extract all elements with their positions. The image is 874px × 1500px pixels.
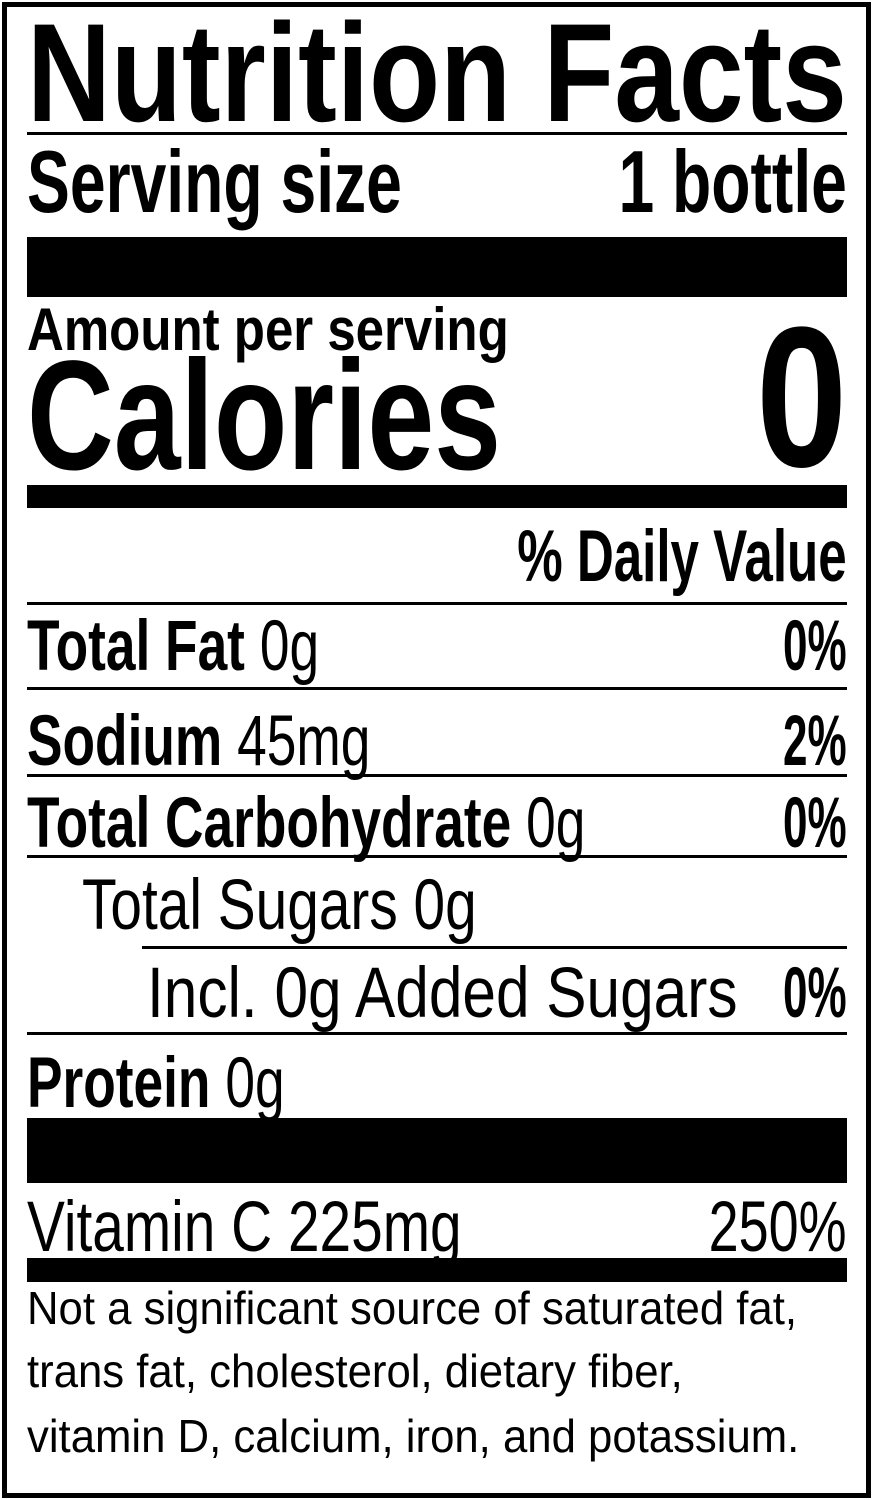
serving-size-row: Serving size 1 bottle xyxy=(27,138,847,226)
serving-size-label: Serving size xyxy=(27,132,402,231)
added-sugars-text: Incl. 0g Added Sugars xyxy=(147,954,738,1033)
calories-value-text: 0 xyxy=(755,286,847,509)
thick-divider-top xyxy=(27,237,847,297)
sodium-row: Sodium 45mg 2% xyxy=(27,706,847,777)
serving-size-value: 1 bottle xyxy=(618,132,847,231)
indented-hairline-divider xyxy=(142,946,847,949)
daily-value-header: % Daily Value xyxy=(376,520,847,593)
total-carbohydrate-row: Total Carbohydrate 0g 0% xyxy=(27,788,847,859)
footnote-line-2: trans fat, cholesterol, dietary fiber, xyxy=(27,1345,683,1397)
amount-per-serving-label: Amount per serving xyxy=(27,300,594,360)
added-sugars-dv: 0% xyxy=(783,954,847,1033)
total-fat-dv: 0% xyxy=(783,607,847,686)
vitamin-c-text: Vitamin C 225mg xyxy=(27,1188,462,1267)
vitamin-c-dv: 250% xyxy=(708,1188,847,1267)
label-title: Nutrition Facts xyxy=(27,3,874,143)
label-title-text: Nutrition Facts xyxy=(27,0,847,151)
footnote-line: Not a significant source of saturated fa… xyxy=(27,1285,838,1331)
medium-divider xyxy=(27,485,847,508)
protein-name: Protein xyxy=(27,1044,211,1123)
vitamin-c-row: Vitamin C 225mg 250% xyxy=(27,1192,847,1263)
calories-label-text: Calories xyxy=(27,329,502,503)
calories-label: Calories xyxy=(27,338,643,494)
footnote-line-3: vitamin D, calcium, iron, and potassium. xyxy=(27,1410,800,1462)
footnote-divider xyxy=(27,1258,847,1282)
total-carbohydrate-name: Total Carbohydrate xyxy=(27,784,512,863)
footnote-line: trans fat, cholesterol, dietary fiber, xyxy=(27,1348,717,1394)
amount-per-serving-text: Amount per serving xyxy=(27,296,509,363)
total-sugars-row: Total Sugars 0g xyxy=(82,870,575,941)
sodium-name: Sodium xyxy=(27,702,223,781)
total-carbohydrate-dv: 0% xyxy=(783,784,847,863)
daily-value-header-text: % Daily Value xyxy=(517,516,847,597)
title-divider xyxy=(27,132,847,135)
total-fat-name: Total Fat xyxy=(27,607,245,686)
hairline-divider xyxy=(27,687,847,690)
total-fat-row: Total Fat 0g 0% xyxy=(27,611,847,682)
hairline-divider xyxy=(27,774,847,777)
added-sugars-row: Incl. 0g Added Sugars 0% xyxy=(147,958,847,1029)
hairline-divider xyxy=(27,1032,847,1035)
hairline-divider xyxy=(27,602,847,605)
footnote-line-1: Not a significant source of saturated fa… xyxy=(27,1282,798,1334)
total-sugars-text: Total Sugars 0g xyxy=(82,866,477,945)
thick-divider-bottom xyxy=(27,1118,847,1183)
footnote-line: vitamin D, calcium, iron, and potassium. xyxy=(27,1413,840,1459)
hairline-divider xyxy=(27,855,847,858)
sodium-amount: 45mg xyxy=(237,702,371,781)
total-carbohydrate-amount: 0g xyxy=(526,784,586,863)
total-fat-amount: 0g xyxy=(259,607,320,686)
protein-row: Protein 0g xyxy=(27,1048,847,1119)
protein-amount: 0g xyxy=(225,1044,285,1123)
sodium-dv: 2% xyxy=(783,702,847,781)
calories-value: 0 xyxy=(736,298,847,498)
